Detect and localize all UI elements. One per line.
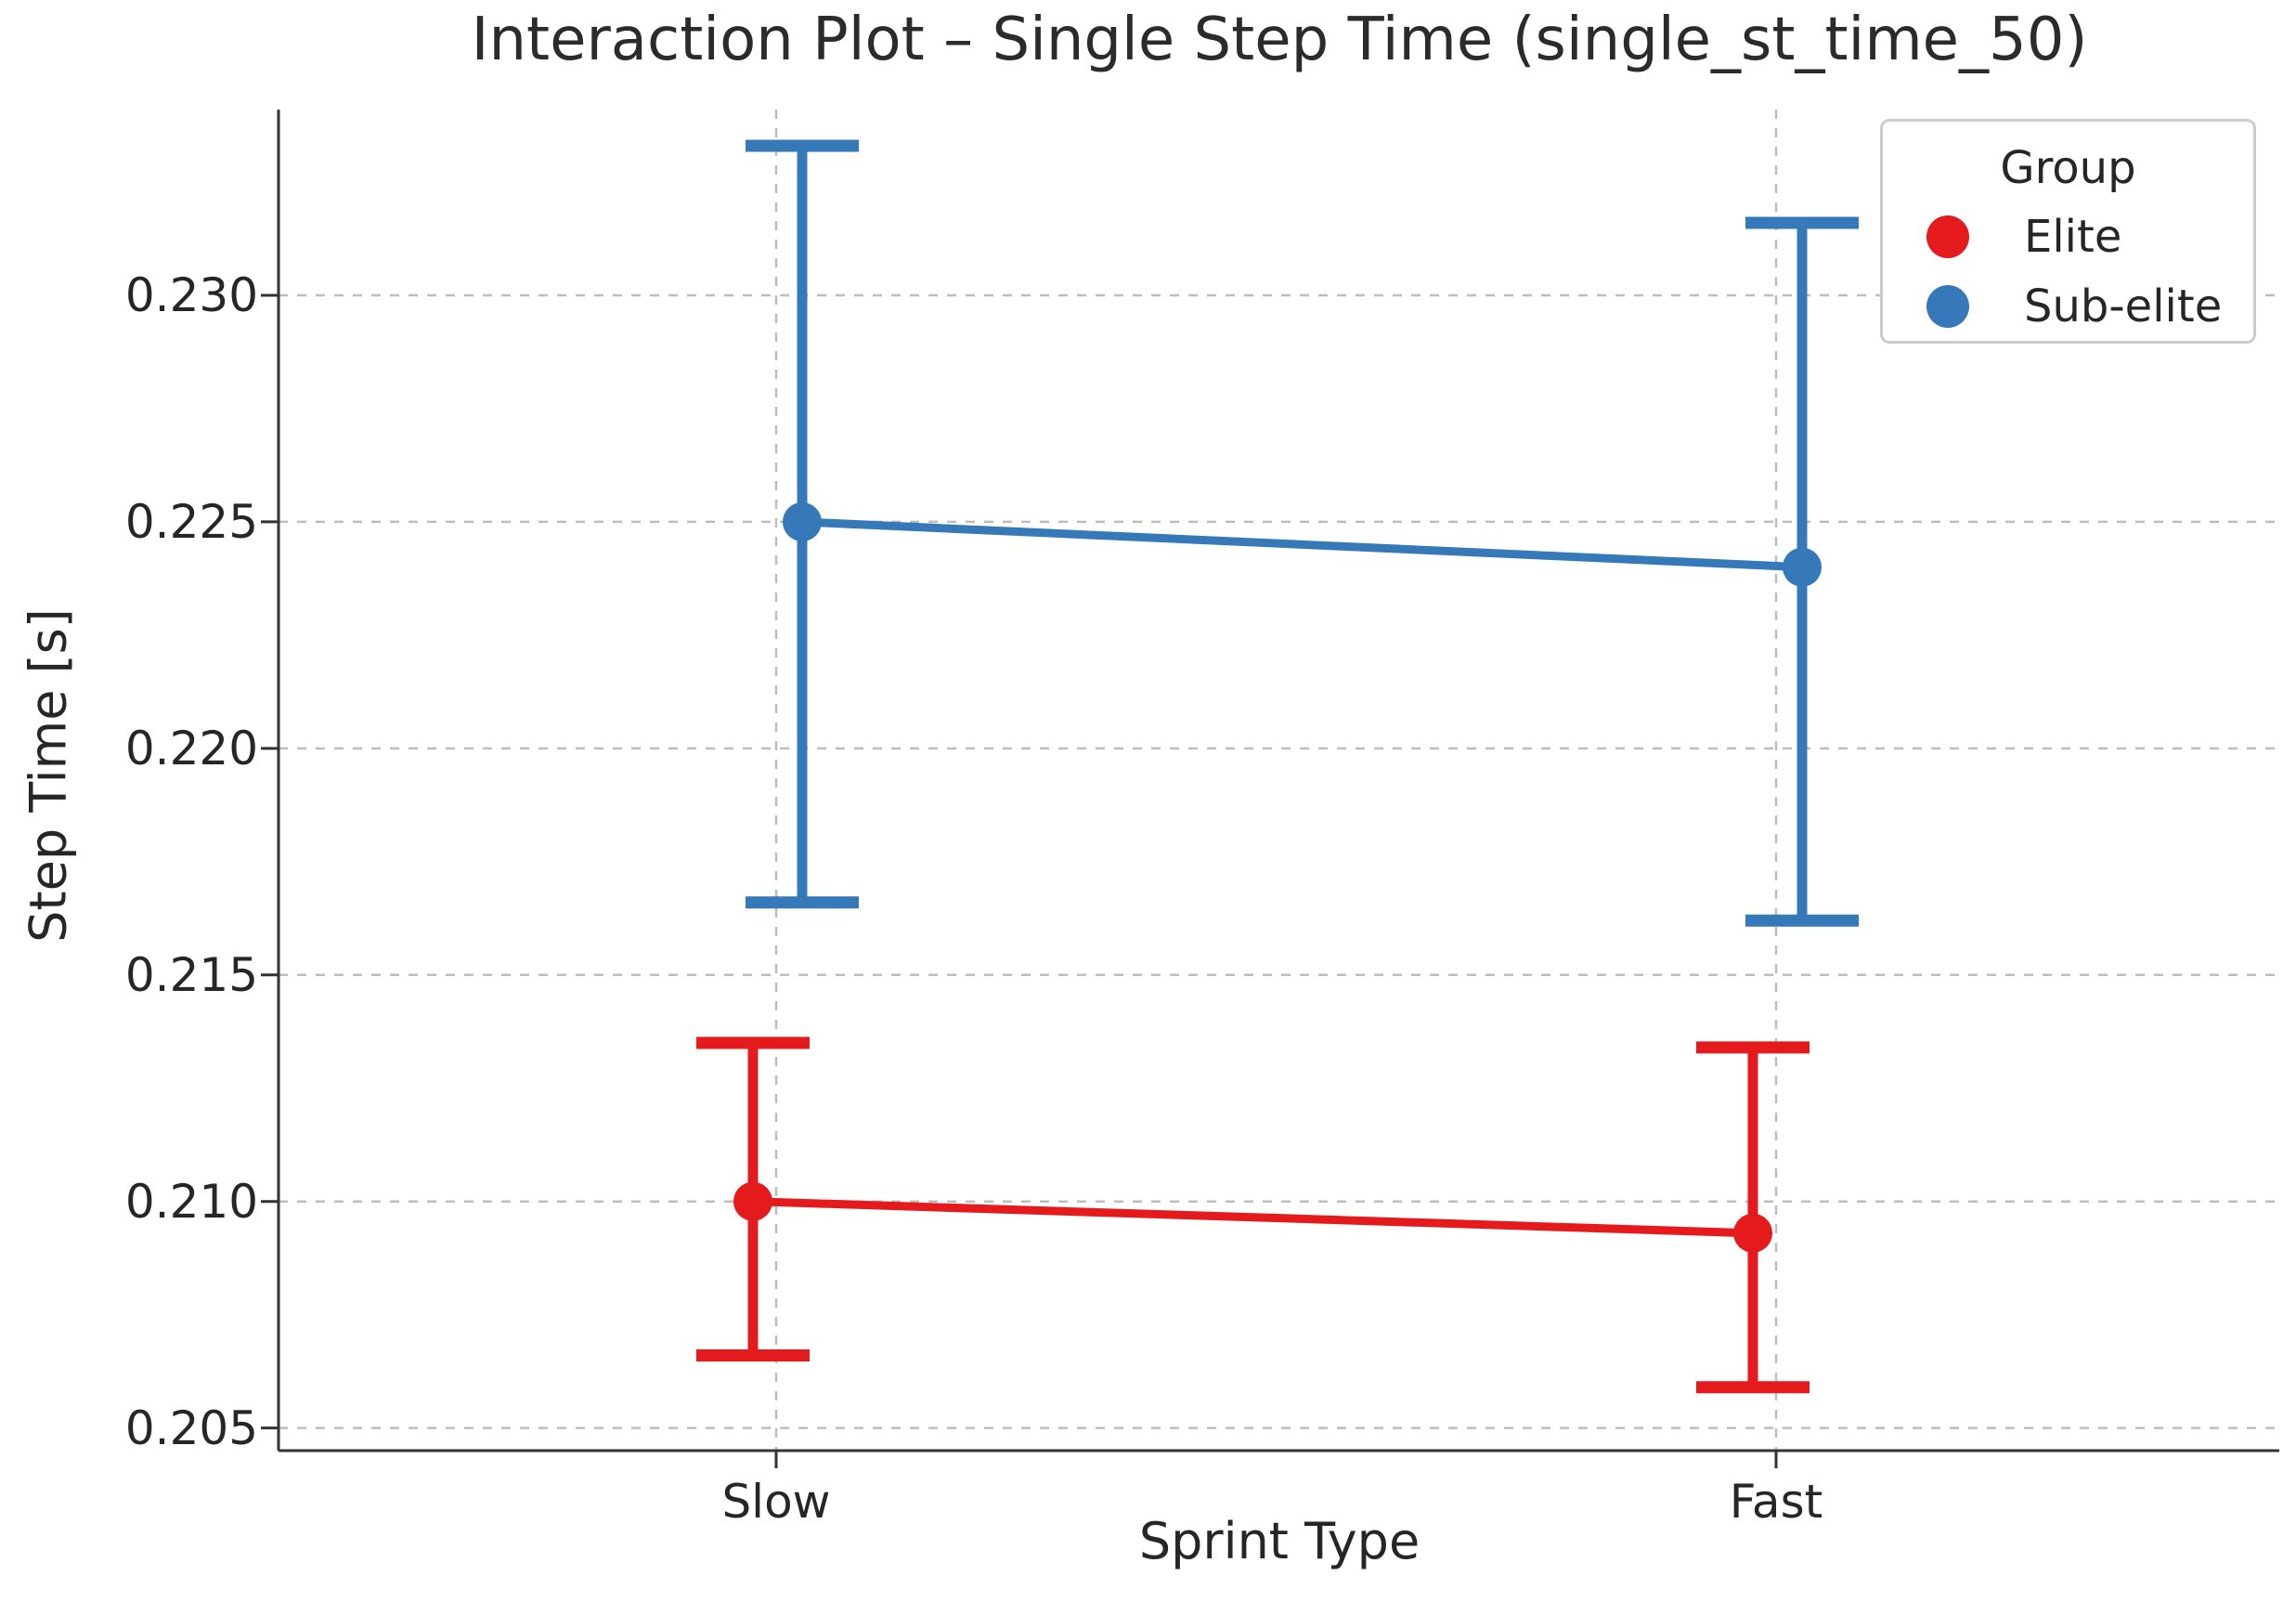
marker-elite-fast: [1733, 1213, 1772, 1253]
y-tick-label-0.215: 0.215: [124, 947, 258, 1002]
legend-entry-label-sub-elite: Sub-elite: [2024, 280, 2223, 332]
x-tick-label-fast: Fast: [1729, 1475, 1823, 1529]
y-tick-label-0.225: 0.225: [124, 494, 258, 549]
legend-marker-icon-elite: [1926, 215, 1969, 258]
y-tick-label-0.220: 0.220: [124, 721, 258, 775]
legend-entry-sub-elite: Sub-elite: [1883, 280, 2253, 332]
y-tick-label-0.210: 0.210: [124, 1174, 258, 1229]
legend-entry-elite: Elite: [1883, 211, 2253, 263]
marker-sub-elite-slow: [783, 501, 822, 541]
y-tick-label-0.230: 0.230: [124, 268, 258, 322]
y-tick-label-0.205: 0.205: [124, 1400, 258, 1455]
marker-sub-elite-fast: [1783, 547, 1822, 587]
legend-title: Group: [2000, 142, 2136, 194]
marker-elite-slow: [733, 1181, 772, 1221]
legend: Group Elite Sub-elite: [1880, 119, 2256, 344]
chart-title: Interaction Plot – Single Step Time (sin…: [471, 6, 2088, 74]
series-line-sub-elite: [801, 517, 1803, 572]
series-line-elite: [752, 1197, 1754, 1238]
x-tick-label-slow: Slow: [721, 1475, 831, 1529]
legend-marker-icon-sub-elite: [1926, 285, 1969, 328]
legend-entry-label-elite: Elite: [2024, 211, 2122, 263]
x-axis-label: Sprint Type: [1138, 1512, 1420, 1570]
y-axis-label: Step Time [s]: [19, 608, 78, 943]
